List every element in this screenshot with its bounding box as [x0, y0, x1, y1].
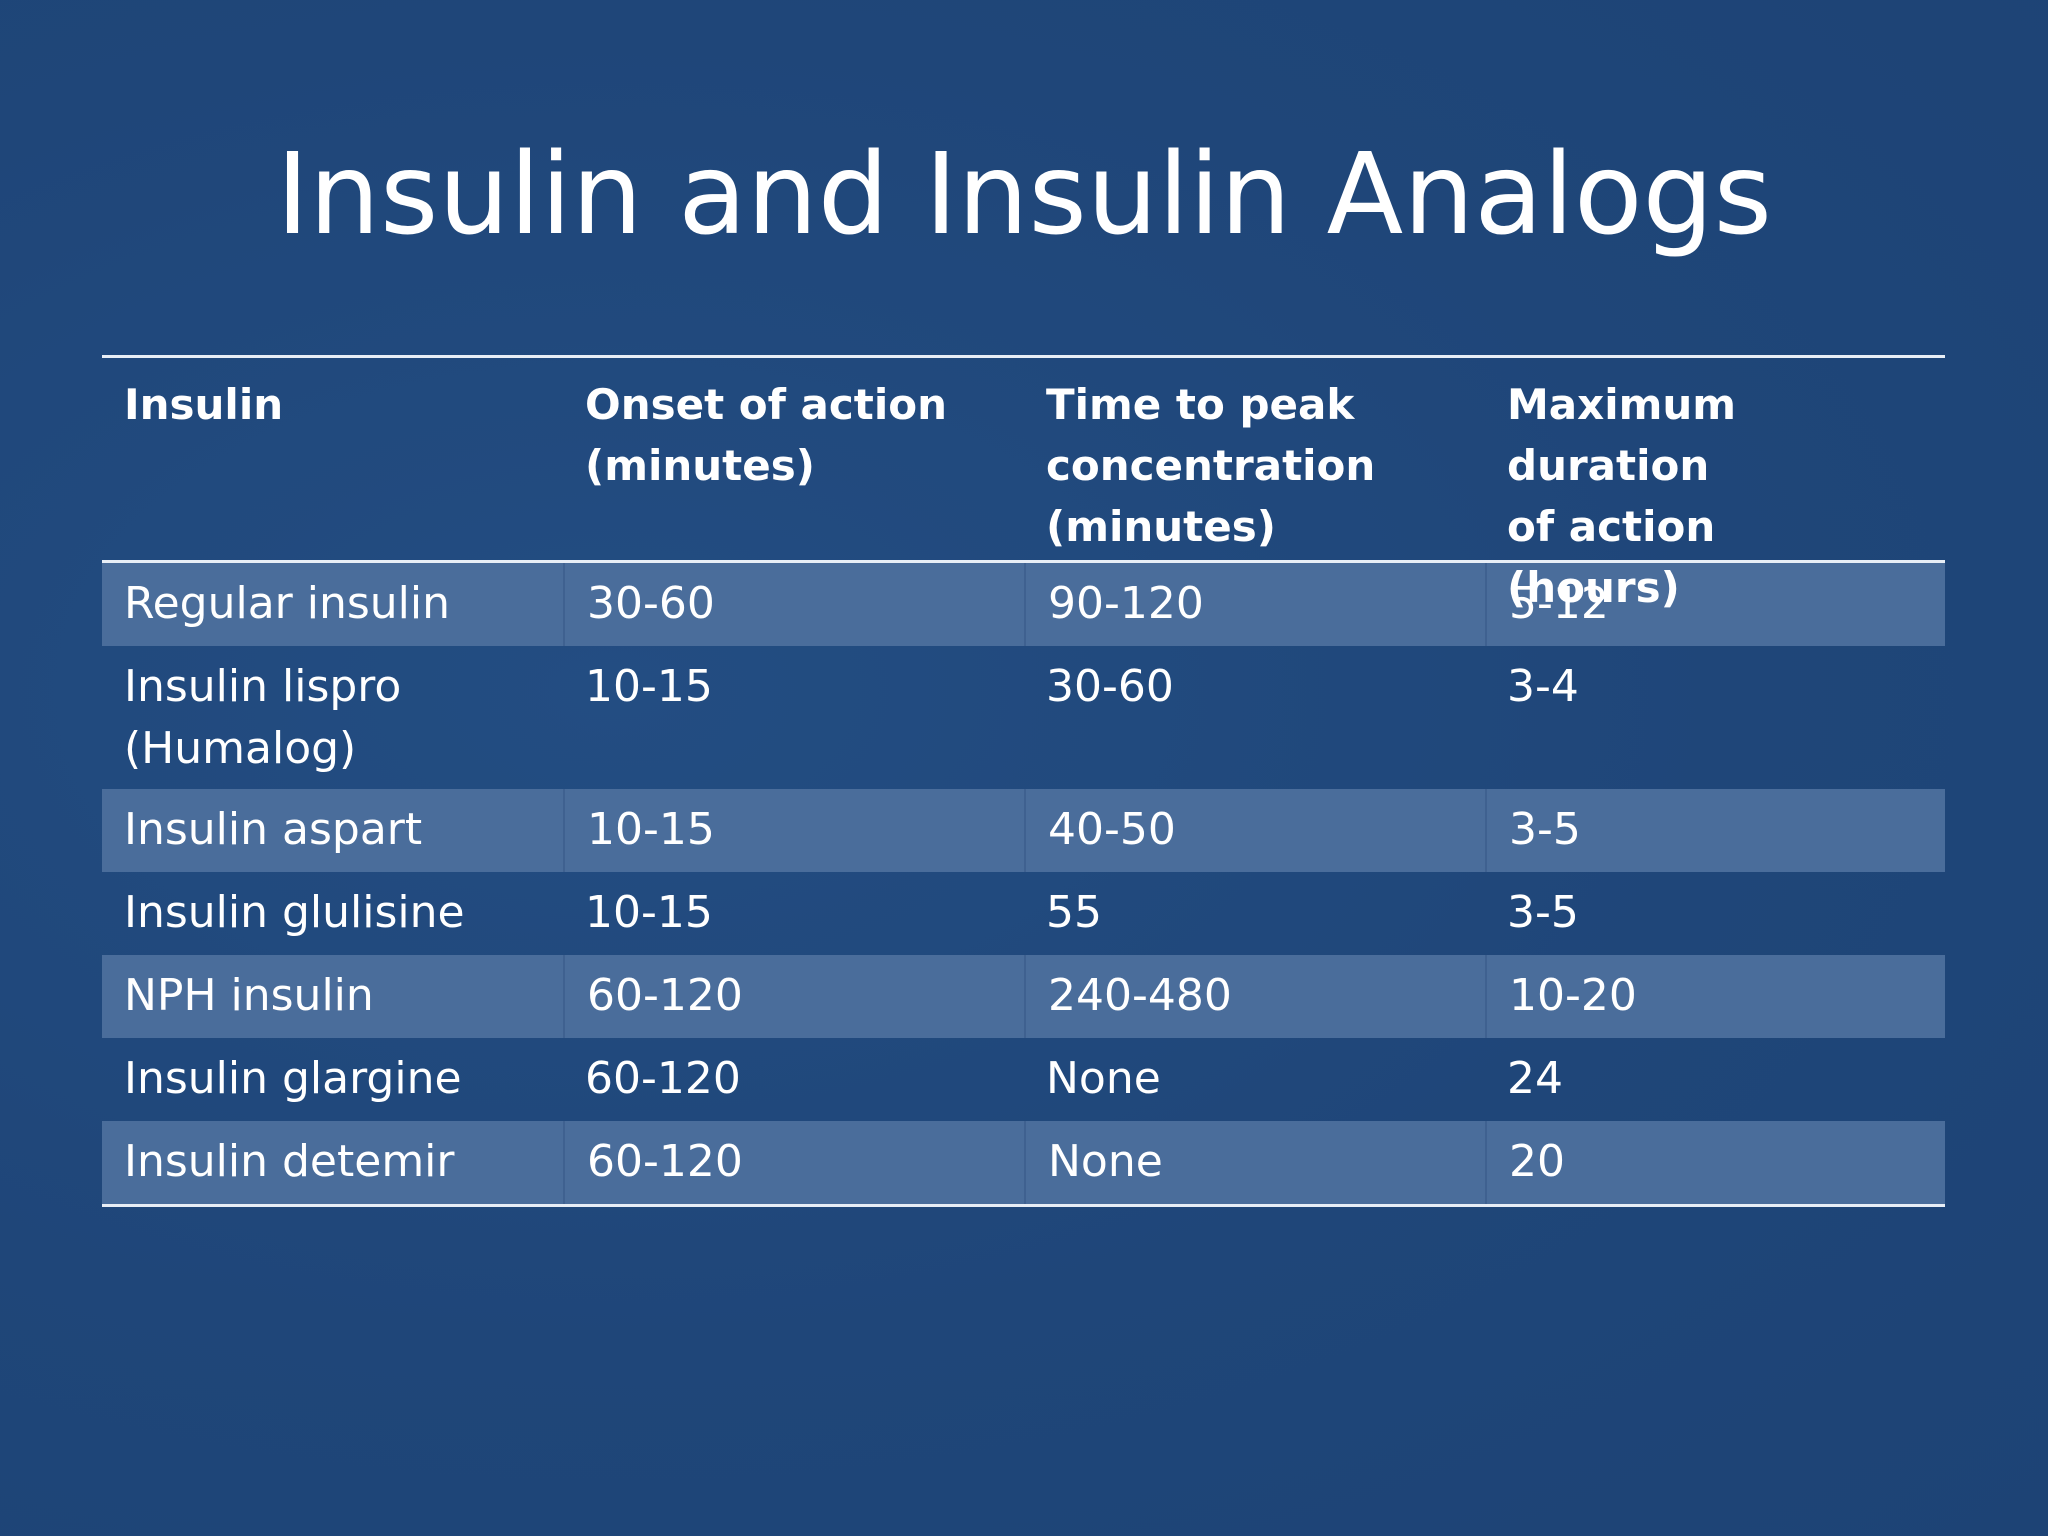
cell-insulin: Insulin aspart — [124, 804, 423, 855]
header-duration: Maximum duration of action (hours) — [1507, 380, 1737, 612]
table-row: Insulin lispro (Humalog) 10-15 30-60 3-4 — [102, 646, 1945, 789]
cell-onset: 30-60 — [563, 563, 1024, 646]
cell-onset: 10-15 — [585, 887, 713, 938]
cell-insulin: Regular insulin — [124, 578, 451, 629]
cell-peak: 30-60 — [1046, 661, 1174, 712]
cell-onset: 60-120 — [563, 1121, 1024, 1204]
table-row: Regular insulin 30-60 90-120 5-12 — [102, 563, 1945, 646]
cell-duration: 3-5 — [1507, 887, 1579, 938]
cell-insulin: Insulin detemir — [124, 1136, 455, 1187]
cell-duration: 20 — [1485, 1121, 1945, 1204]
cell-duration: 5-12 — [1485, 563, 1945, 646]
cell-onset: 60-120 — [585, 1053, 741, 1104]
cell-onset: 10-15 — [585, 661, 713, 712]
header-insulin: Insulin — [124, 380, 284, 429]
cell-peak: 40-50 — [1024, 789, 1485, 872]
cell-onset: 10-15 — [563, 789, 1024, 872]
cell-peak: None — [1046, 1053, 1161, 1104]
header-peak: Time to peak concentration (minutes) — [1046, 380, 1376, 551]
header-onset: Onset of action (minutes) — [585, 380, 948, 490]
insulin-table: Insulin Onset of action (minutes) Time t… — [102, 355, 1945, 1207]
cell-peak: 240-480 — [1024, 955, 1485, 1038]
table-row: Insulin glargine 60-120 None 24 — [102, 1038, 1945, 1121]
table-row: Insulin glulisine 10-15 55 3-5 — [102, 872, 1945, 955]
cell-onset: 60-120 — [563, 955, 1024, 1038]
cell-insulin: Insulin lispro (Humalog) — [124, 661, 402, 774]
table-row: Insulin aspart 10-15 40-50 3-5 — [102, 789, 1945, 872]
cell-peak: None — [1024, 1121, 1485, 1204]
table-header-row: Insulin Onset of action (minutes) Time t… — [102, 358, 1945, 612]
cell-peak: 90-120 — [1024, 563, 1485, 646]
cell-insulin: Insulin glargine — [124, 1053, 462, 1104]
slide-title: Insulin and Insulin Analogs — [276, 130, 1772, 260]
table-row: NPH insulin 60-120 240-480 10-20 — [102, 955, 1945, 1038]
cell-duration: 3-5 — [1485, 789, 1945, 872]
cell-peak: 55 — [1046, 887, 1102, 938]
cell-duration: 3-4 — [1507, 661, 1579, 712]
cell-insulin: Insulin glulisine — [124, 887, 465, 938]
cell-insulin: NPH insulin — [124, 970, 374, 1021]
cell-duration: 10-20 — [1485, 955, 1945, 1038]
cell-duration: 24 — [1507, 1053, 1563, 1104]
table-row: Insulin detemir 60-120 None 20 — [102, 1121, 1945, 1204]
